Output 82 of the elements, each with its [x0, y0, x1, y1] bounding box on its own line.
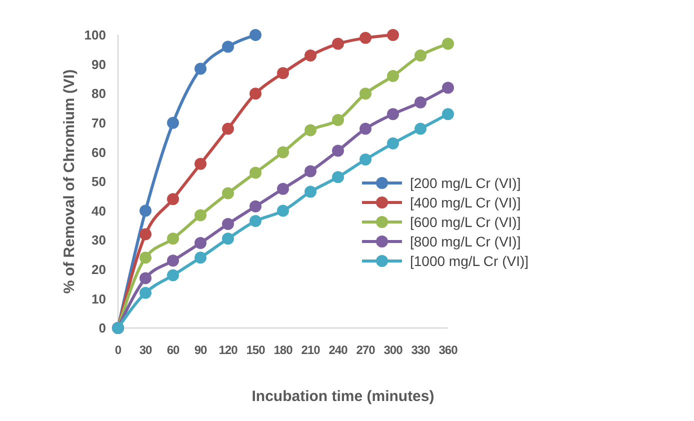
y-tick-label: 50	[92, 174, 106, 190]
legend-label: [200 mg/L Cr (VI)]	[410, 174, 521, 191]
point	[304, 186, 316, 198]
point	[414, 50, 426, 62]
point	[360, 32, 372, 44]
legend-label: [1000 mg/L Cr (VI)]	[410, 252, 529, 269]
point	[442, 82, 454, 94]
point	[304, 165, 316, 178]
x-tick-label: 30	[139, 343, 152, 357]
point	[194, 62, 206, 75]
point	[167, 116, 179, 129]
point	[222, 218, 234, 230]
y-tick-label: 90	[92, 56, 106, 72]
point	[167, 269, 179, 282]
x-tick-label: 90	[194, 343, 208, 357]
point	[277, 67, 289, 80]
point	[304, 124, 316, 136]
point	[140, 286, 152, 299]
y-tick-label: 40	[92, 203, 106, 218]
point	[332, 171, 344, 184]
point	[414, 96, 426, 108]
y-tick-label: 30	[92, 232, 106, 248]
point	[442, 108, 454, 120]
point	[194, 237, 206, 250]
point	[360, 122, 372, 135]
x-tick-label: 210	[301, 343, 321, 357]
point	[387, 29, 399, 41]
point	[222, 187, 234, 200]
point	[250, 88, 262, 100]
point	[250, 166, 262, 179]
point	[360, 154, 372, 166]
x-tick-label: 300	[384, 343, 404, 357]
point	[277, 204, 289, 217]
point	[140, 252, 152, 264]
point	[167, 254, 179, 267]
point	[194, 209, 206, 222]
x-tick-label: 150	[246, 343, 266, 357]
x-tick-label: 0	[114, 343, 122, 357]
point	[277, 146, 289, 158]
legend-label: [800 mg/L Cr (VI)]	[410, 233, 521, 250]
y-tick-label: 20	[92, 262, 106, 277]
point	[332, 114, 344, 126]
y-tick-label: 60	[92, 144, 106, 160]
point	[250, 29, 262, 41]
point	[222, 122, 234, 135]
point	[387, 70, 399, 82]
legend-label: [400 mg/L Cr (VI)]	[410, 194, 521, 210]
x-tick-label: 360	[438, 343, 458, 357]
point	[222, 232, 234, 245]
y-tick-label: 10	[92, 291, 106, 306]
x-tick-label: 240	[328, 343, 348, 357]
y-tick-label: 100	[84, 28, 106, 43]
point	[387, 137, 399, 150]
x-tick-label: 60	[166, 343, 180, 357]
x-tick-label: 180	[274, 343, 294, 357]
y-tick-label: 70	[92, 115, 106, 130]
point	[167, 232, 179, 245]
point	[194, 158, 206, 170]
x-tick-label: 270	[356, 343, 376, 357]
point	[360, 88, 372, 100]
point	[140, 272, 152, 284]
legend-label: [600 mg/L Cr (VI)]	[410, 214, 521, 230]
point	[442, 38, 454, 50]
x-axis-title: Incubation time (minutes)	[252, 388, 434, 405]
point	[304, 50, 316, 62]
point	[140, 204, 152, 217]
point	[332, 38, 344, 50]
point	[140, 228, 152, 240]
point	[167, 193, 179, 206]
x-tick-label: 330	[411, 343, 431, 357]
point	[222, 40, 234, 53]
point	[387, 108, 399, 120]
x-tick-label: 120	[218, 343, 238, 357]
point	[277, 182, 289, 195]
y-axis-title: % of Removal of Chromium (VI)	[61, 69, 78, 294]
point	[194, 252, 206, 264]
point	[414, 122, 426, 135]
y-tick-label: 0	[98, 320, 106, 336]
point	[250, 215, 262, 228]
point	[250, 200, 262, 212]
y-tick-label: 80	[92, 86, 106, 102]
point	[332, 144, 344, 157]
